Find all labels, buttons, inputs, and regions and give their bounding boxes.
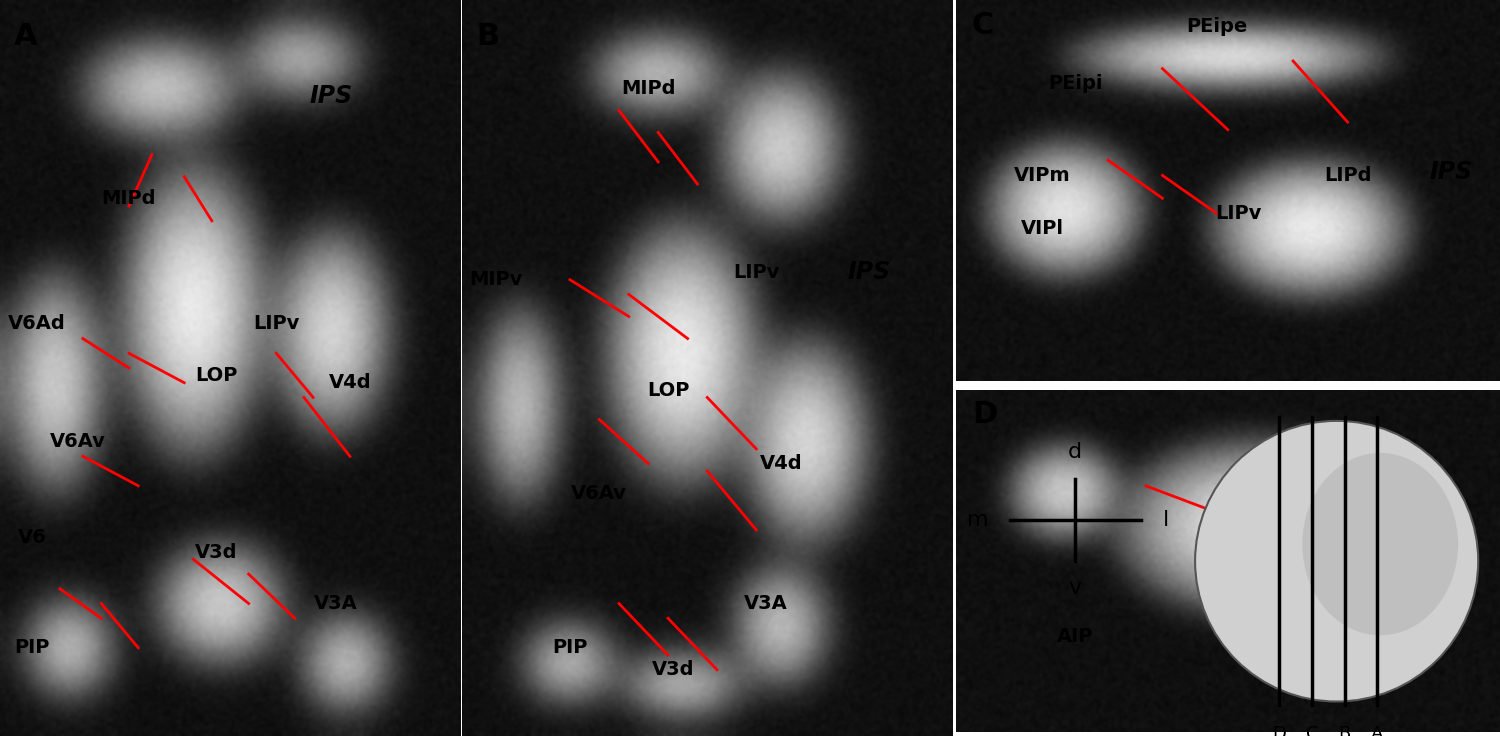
Text: MIPv: MIPv (470, 270, 524, 289)
Text: MIPd: MIPd (621, 79, 675, 98)
Text: A: A (1371, 726, 1383, 736)
Text: PIP: PIP (15, 638, 50, 657)
Text: A: A (13, 22, 38, 51)
Text: IPS: IPS (310, 84, 352, 107)
Text: V3d: V3d (195, 542, 237, 562)
Text: C: C (972, 12, 994, 40)
Text: D: D (1272, 726, 1287, 736)
Text: AIP: AIP (1058, 627, 1094, 646)
Text: D: D (972, 400, 998, 429)
Text: VIPl: VIPl (1022, 219, 1064, 238)
Text: LOP: LOP (195, 366, 237, 385)
Text: V6: V6 (18, 528, 46, 547)
Text: LIPv: LIPv (254, 314, 300, 333)
Text: VIPm: VIPm (1014, 166, 1071, 185)
Text: V4d: V4d (328, 373, 372, 392)
Text: V4d: V4d (759, 454, 802, 473)
Text: V6Ad: V6Ad (8, 314, 66, 333)
Text: V6Av: V6Av (572, 484, 627, 503)
Text: B: B (477, 22, 500, 51)
Text: C: C (1306, 726, 1318, 736)
Text: V3d: V3d (651, 660, 694, 679)
Text: B: B (1338, 726, 1352, 736)
Text: V3A: V3A (744, 594, 788, 613)
Text: PIP: PIP (552, 638, 588, 657)
Text: IPS: IPS (847, 261, 891, 284)
Text: m: m (966, 510, 988, 530)
Text: LOP: LOP (646, 381, 688, 400)
Text: V6Av: V6Av (51, 432, 106, 451)
Text: v: v (1068, 578, 1082, 598)
Text: d: d (1068, 442, 1083, 462)
Text: PEipe: PEipe (1186, 17, 1248, 36)
Text: LIPv: LIPv (734, 263, 780, 282)
Text: LIPd: LIPd (1324, 166, 1371, 185)
Text: V3A: V3A (315, 594, 358, 613)
Ellipse shape (1196, 421, 1478, 701)
Text: LIPv: LIPv (1215, 204, 1261, 223)
Text: IPS: IPS (1430, 160, 1473, 183)
Ellipse shape (1302, 453, 1458, 635)
Text: MIPd: MIPd (102, 189, 156, 208)
Text: l: l (1162, 510, 1168, 530)
Text: PEipi: PEipi (1048, 74, 1102, 93)
Text: IPS: IPS (1380, 464, 1423, 488)
